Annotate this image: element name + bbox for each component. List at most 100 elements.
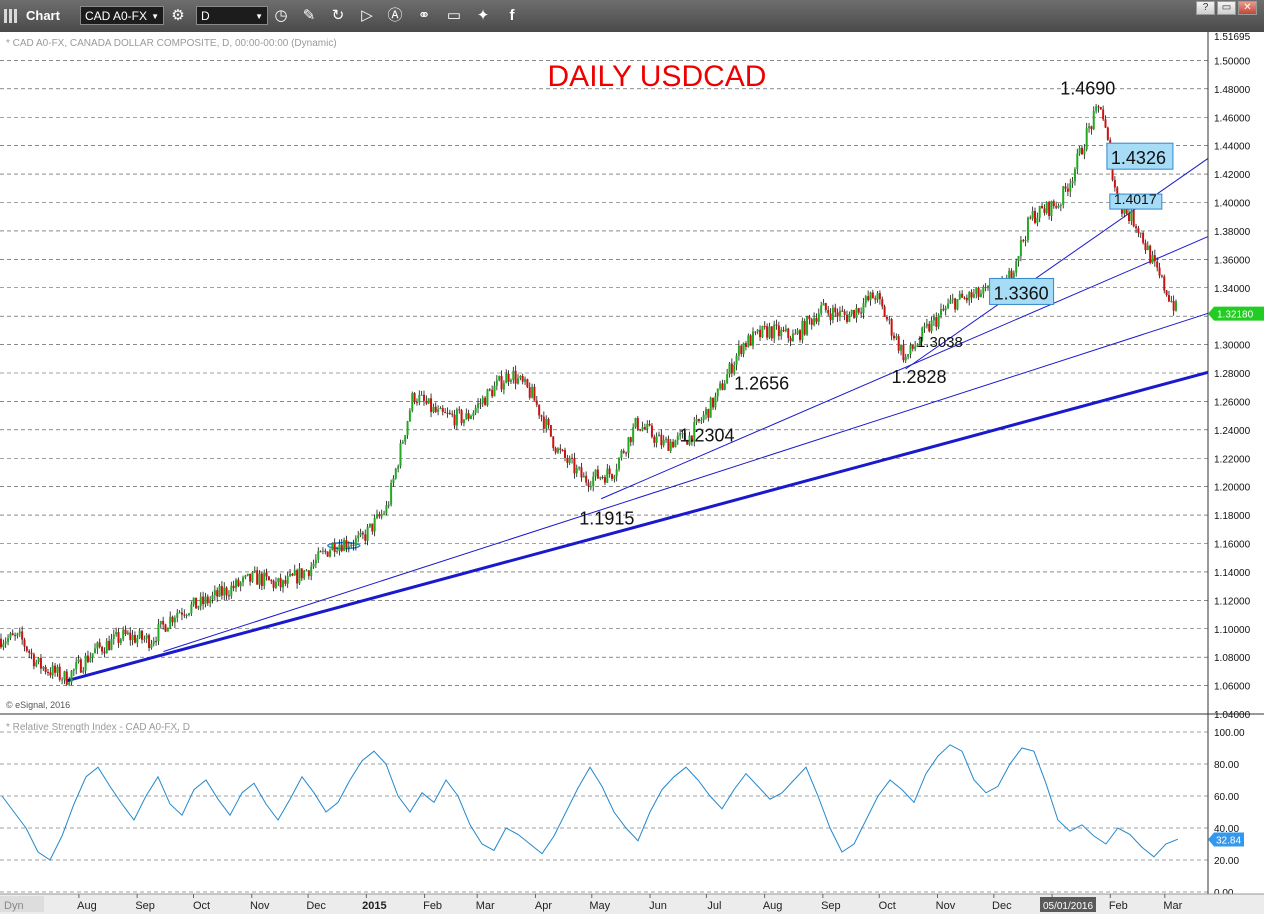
candle-up	[439, 408, 442, 410]
price-annotation: 1.3038	[917, 334, 963, 351]
candle-down	[547, 419, 550, 425]
candle-up	[209, 599, 212, 604]
price-annotation: 1.4690	[1060, 78, 1115, 98]
pencil-icon[interactable]: ✎	[302, 7, 316, 24]
candle-down	[554, 447, 557, 453]
price-tick-label: 1.18000	[1214, 511, 1251, 522]
candle-up	[166, 627, 169, 632]
candle-up	[900, 344, 903, 351]
trendline	[65, 370, 1209, 683]
close-button[interactable]: ✕	[1238, 1, 1257, 15]
candle-up	[737, 345, 740, 356]
play-icon[interactable]: ▷	[361, 7, 373, 24]
candle-down	[601, 477, 604, 479]
candle-up	[401, 442, 404, 444]
candle-up	[192, 597, 195, 605]
candle-down	[660, 434, 663, 446]
comment-icon[interactable]: ▭	[446, 7, 462, 24]
candle-up	[385, 505, 388, 514]
candle-up	[1085, 128, 1088, 150]
candle-down	[874, 298, 877, 300]
drag-handle-icon[interactable]	[4, 9, 18, 23]
candle-down	[183, 614, 186, 616]
candle-down	[935, 317, 938, 327]
candle-up	[213, 590, 216, 596]
candle-up	[502, 383, 505, 390]
time-tick-label: Mar	[476, 900, 495, 912]
symbol-select[interactable]: CAD A0-FX ▼	[80, 6, 164, 25]
candle-down	[622, 450, 625, 453]
candle-down	[763, 325, 766, 327]
candle-up	[390, 482, 393, 505]
candle-down	[133, 634, 136, 643]
candle-down	[815, 318, 818, 322]
candle-up	[921, 327, 924, 341]
refresh-icon[interactable]: ↻	[331, 7, 345, 24]
candle-up	[862, 303, 865, 314]
time-tick-label: Feb	[423, 900, 442, 912]
facebook-icon[interactable]: f	[509, 7, 515, 24]
candle-up	[801, 320, 804, 340]
candle-down	[1052, 201, 1055, 207]
candle-down	[552, 436, 555, 448]
clock-icon[interactable]: ◷	[274, 7, 288, 24]
candle-down	[345, 540, 348, 548]
symbol-settings-icon[interactable]: ⚙	[171, 7, 185, 24]
candle-down	[535, 400, 538, 405]
candle-down	[216, 590, 219, 597]
candle-up	[747, 335, 750, 347]
candle-down	[1132, 210, 1135, 227]
candle-down	[232, 585, 235, 589]
dyn-label[interactable]: Dyn	[4, 900, 24, 912]
candle-up	[380, 513, 383, 517]
candle-down	[1172, 300, 1175, 311]
candle-up	[752, 331, 754, 346]
candle-up	[761, 325, 764, 338]
candle-up	[68, 682, 71, 685]
candle-up	[850, 310, 853, 315]
candle-down	[307, 570, 310, 577]
alert-icon[interactable]: Ⓐ	[387, 7, 403, 24]
chart-area[interactable]: * CAD A0-FX, CANADA DOLLAR COMPOSITE, D,…	[0, 32, 1264, 914]
time-tick-label: Jul	[707, 900, 721, 912]
price-tick-label: 1.26000	[1214, 397, 1251, 408]
candle-up	[817, 313, 820, 322]
candle-up	[1069, 183, 1072, 192]
candle-up	[1038, 205, 1041, 218]
twitter-icon[interactable]: ✦	[476, 7, 490, 24]
candle-down	[195, 597, 198, 609]
candle-down	[237, 579, 240, 587]
candle-down	[491, 389, 494, 397]
help-button[interactable]: ?	[1196, 1, 1215, 15]
link-icon[interactable]: ⚭	[417, 7, 431, 24]
candle-up	[594, 469, 597, 477]
candle-down	[340, 544, 343, 552]
symbol-value: CAD A0-FX	[85, 9, 148, 23]
candle-down	[963, 297, 966, 299]
candle-up	[263, 572, 266, 586]
instrument-header: * CAD A0-FX, CANADA DOLLAR COMPOSITE, D,…	[6, 38, 337, 49]
candle-up	[115, 632, 118, 635]
candle-up	[1078, 147, 1081, 154]
candle-down	[965, 297, 968, 301]
interval-select[interactable]: D ▼	[196, 6, 268, 25]
candle-down	[707, 408, 710, 418]
candle-up	[286, 576, 289, 584]
candle-down	[1010, 270, 1013, 279]
candle-down	[754, 331, 757, 333]
candle-down	[444, 411, 447, 413]
candle-down	[596, 469, 599, 479]
price-tick-label: 1.24000	[1214, 426, 1251, 437]
candle-up	[350, 544, 353, 547]
candle-up	[505, 373, 508, 384]
candle-down	[460, 410, 463, 424]
maximize-button[interactable]: ▭	[1217, 1, 1236, 15]
candle-down	[202, 596, 205, 605]
candle-down	[566, 457, 569, 463]
candle-down	[846, 314, 848, 322]
candle-down	[686, 440, 689, 445]
candle-up	[1139, 232, 1142, 234]
candle-down	[1125, 208, 1128, 214]
candle-down	[1163, 276, 1166, 291]
candle-down	[1029, 217, 1032, 219]
